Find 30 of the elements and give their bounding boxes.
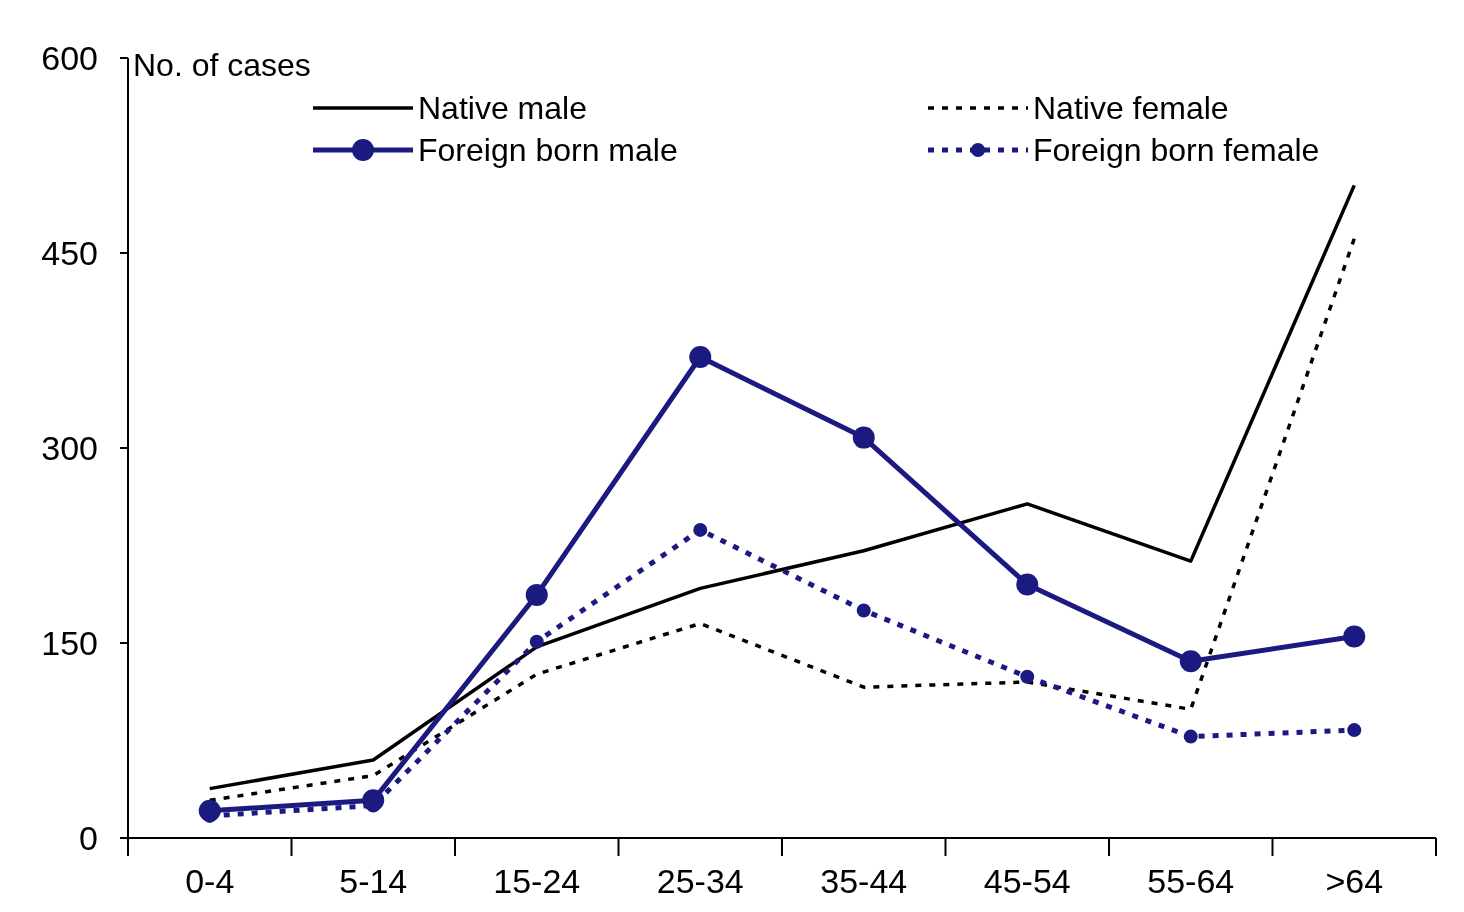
x-tick-label: 35-44 <box>820 862 908 900</box>
y-tick-label: 0 <box>79 818 98 857</box>
point <box>529 634 544 649</box>
x-tick-label: 0-4 <box>185 862 235 900</box>
x-tick-label: 55-64 <box>1147 862 1235 900</box>
x-tick-label: 25-34 <box>656 862 744 900</box>
legend-label: Foreign born female <box>1033 132 1320 169</box>
x-tick-label: 5-14 <box>339 862 408 900</box>
y-tick-label: 150 <box>41 623 98 662</box>
point <box>1179 650 1202 673</box>
point <box>1347 723 1362 738</box>
y-tick-label: 600 <box>41 38 98 77</box>
legend-label: Native female <box>1033 90 1229 127</box>
legend-label: Native male <box>418 90 587 127</box>
y-tick-label: 450 <box>41 233 98 272</box>
legend-label: Foreign born male <box>418 132 678 169</box>
point <box>1016 573 1039 596</box>
point <box>525 583 548 606</box>
point <box>856 603 871 618</box>
x-tick-label: 15-24 <box>493 862 581 900</box>
point <box>852 426 875 449</box>
y-tick-label: 300 <box>41 428 98 467</box>
x-tick-label: >64 <box>1325 862 1384 900</box>
point <box>689 346 712 368</box>
x-tick-label: 45-54 <box>983 862 1071 900</box>
y-axis-title: No. of cases <box>133 47 311 83</box>
point <box>1343 625 1366 648</box>
point <box>1020 669 1035 684</box>
point <box>693 522 708 537</box>
point <box>1183 729 1198 744</box>
